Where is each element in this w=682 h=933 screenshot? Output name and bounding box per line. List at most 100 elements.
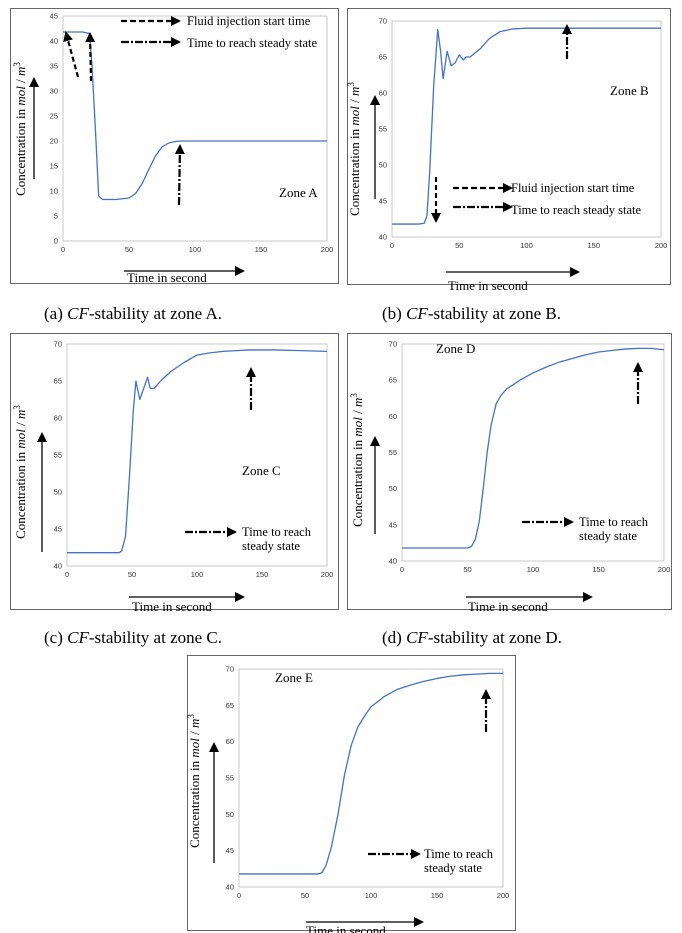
caption-b: (b) CF-stability at zone B. xyxy=(382,304,561,323)
legend-steady-text-1: Time to reach xyxy=(579,515,649,529)
zone-label: Zone C xyxy=(242,463,281,478)
y-tick-label: 60 xyxy=(379,89,387,98)
x-axis-label: Time in second xyxy=(127,270,207,285)
x-tick-label: 150 xyxy=(431,891,444,900)
y-tick-label: 65 xyxy=(226,701,234,710)
y-tick-label: 70 xyxy=(226,665,234,674)
x-tick-label: 200 xyxy=(321,570,334,579)
y-tick-label: 65 xyxy=(389,376,397,385)
y-tick-label: 55 xyxy=(389,448,397,457)
y-tick-label: 45 xyxy=(54,525,62,534)
legend-steady-text-2: steady state xyxy=(242,539,300,553)
series-line xyxy=(63,31,327,201)
x-axis-label: Time in second xyxy=(306,923,386,933)
chart-panel-zone-a: 0 50 100 150 200 0 5 10 15 20 25 30 35 40 45 Zone A Conc… xyxy=(10,8,339,286)
x-tick-label: 0 xyxy=(390,241,394,250)
x-tick-label: 0 xyxy=(237,891,241,900)
y-tick-label: 70 xyxy=(389,340,397,349)
y-axis-label: Concentration in mol / m3 xyxy=(346,82,362,216)
chart-panel-zone-d: 0 50 100 150 200 40 45 50 55 60 65 70 Zone D Concentr… xyxy=(347,333,672,615)
series-line xyxy=(402,347,665,549)
x-tick-label: 0 xyxy=(65,570,69,579)
y-tick-label: 40 xyxy=(54,562,62,571)
chart-panel-zone-b: 0 50 100 150 200 40 45 50 55 60 65 70 Zone B Concentr… xyxy=(346,8,671,294)
legend-injection-text: Fluid injection start time xyxy=(511,181,635,195)
y-tick-label: 55 xyxy=(226,774,234,783)
chart-zone-e: 0 50 100 150 200 40 45 50 55 60 65 70 Zone E Concentr… xyxy=(186,665,510,933)
y-tick-label: 55 xyxy=(54,451,62,460)
zone-label: Zone B xyxy=(610,83,649,98)
plot-area xyxy=(238,668,504,888)
y-tick-label: 50 xyxy=(379,161,387,170)
x-tick-label: 0 xyxy=(400,565,404,574)
chart-zone-b: 0 50 100 150 200 40 45 50 55 60 65 70 Zone B Concentr… xyxy=(346,17,668,294)
x-tick-label: 200 xyxy=(497,891,510,900)
y-tick-label: 70 xyxy=(54,340,62,349)
x-tick-label: 100 xyxy=(527,565,540,574)
y-tick-label: 35 xyxy=(50,62,58,71)
series-line xyxy=(239,672,503,875)
y-tick-label: 40 xyxy=(226,883,234,892)
x-tick-label: 150 xyxy=(587,241,600,250)
chart-panel-zone-c: 0 50 100 150 200 40 45 50 55 60 65 70 Zone C Concentr… xyxy=(10,333,339,615)
caption-d: (d) CF-stability at zone D. xyxy=(382,628,562,647)
zone-label: Zone D xyxy=(436,341,475,356)
y-tick-label: 45 xyxy=(50,12,58,21)
chart-zone-d: 0 50 100 150 200 40 45 50 55 60 65 70 Zone D Concentr… xyxy=(349,340,671,615)
y-tick-label: 40 xyxy=(389,557,397,566)
x-tick-label: 100 xyxy=(189,245,202,254)
legend-steady-text-2: steady state xyxy=(579,529,637,543)
plot-area xyxy=(391,20,662,238)
x-tick-label: 100 xyxy=(520,241,533,250)
y-tick-label: 5 xyxy=(54,212,58,221)
zone-label: Zone E xyxy=(275,670,313,685)
plot-area xyxy=(401,343,665,562)
y-tick-label: 0 xyxy=(54,237,58,246)
y-tick-label: 65 xyxy=(379,53,387,62)
y-axis-label: Concentration in mol / m3 xyxy=(12,405,28,539)
legend-steady-text-1: Time to reach xyxy=(242,525,312,539)
y-axis-label: Concentration in mol / m3 xyxy=(12,62,28,196)
y-tick-label: 45 xyxy=(379,197,387,206)
y-tick-label: 40 xyxy=(379,233,387,242)
legend-injection-text: Fluid injection start time xyxy=(187,14,311,28)
plot-area xyxy=(62,15,328,242)
y-tick-label: 55 xyxy=(379,125,387,134)
legend-steady-text-2: steady state xyxy=(424,861,482,875)
x-tick-label: 100 xyxy=(365,891,378,900)
y-tick-label: 70 xyxy=(379,17,387,26)
x-tick-label: 50 xyxy=(128,570,136,579)
x-tick-label: 50 xyxy=(455,241,463,250)
legend-steady-text: Time to reach steady state xyxy=(187,36,318,50)
y-tick-label: 65 xyxy=(54,377,62,386)
series-line xyxy=(67,349,328,554)
plot-area xyxy=(66,343,328,567)
x-tick-label: 200 xyxy=(655,241,668,250)
y-tick-label: 20 xyxy=(50,137,58,146)
injection-marker-a xyxy=(63,31,80,78)
chart-zone-a: 0 50 100 150 200 0 5 10 15 20 25 30 35 40 45 Zone A Conc… xyxy=(12,12,333,286)
y-tick-label: 60 xyxy=(226,737,234,746)
y-tick-label: 50 xyxy=(226,810,234,819)
x-axis-label: Time in second xyxy=(132,599,212,614)
caption-a: (a) CF-stability at zone A. xyxy=(44,304,222,323)
chart-panel-zone-e: 0 50 100 150 200 40 45 50 55 60 65 70 Zone E Concentr… xyxy=(186,655,516,933)
x-tick-label: 200 xyxy=(658,565,671,574)
y-tick-label: 50 xyxy=(389,484,397,493)
x-tick-label: 150 xyxy=(592,565,605,574)
chart-zone-c: 0 50 100 150 200 40 45 50 55 60 65 70 Zone C Concentr… xyxy=(12,340,334,615)
y-tick-label: 25 xyxy=(50,112,58,121)
legend-steady-text: Time to reach steady state xyxy=(511,203,642,217)
x-tick-label: 150 xyxy=(255,245,268,254)
y-tick-label: 45 xyxy=(389,520,397,529)
y-tick-label: 30 xyxy=(50,87,58,96)
y-tick-label: 15 xyxy=(50,162,58,171)
y-tick-label: 45 xyxy=(226,846,234,855)
zone-label: Zone A xyxy=(279,185,318,200)
x-tick-label: 0 xyxy=(61,245,65,254)
y-tick-label: 40 xyxy=(50,37,58,46)
legend-steady-text-1: Time to reach xyxy=(424,847,494,861)
y-axis-label: Concentration in mol / m3 xyxy=(349,393,365,527)
x-axis-label: Time in second xyxy=(468,599,548,614)
series-line xyxy=(392,27,661,225)
